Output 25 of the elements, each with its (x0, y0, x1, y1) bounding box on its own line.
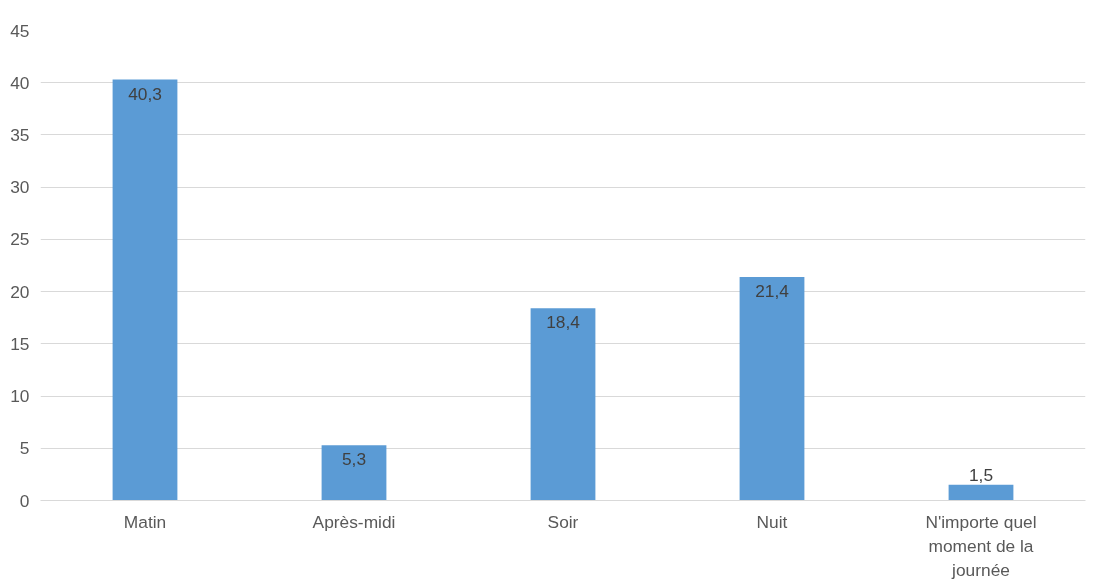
y-tick-label: 5 (19, 438, 30, 459)
y-tick-label: 15 (10, 333, 30, 354)
bar (112, 79, 178, 501)
bar (948, 484, 1014, 501)
data-label: 40,3 (128, 83, 162, 104)
x-tick-label: Soir (547, 511, 579, 532)
data-label: 1,5 (968, 464, 994, 485)
y-tick-label: 20 (10, 281, 30, 302)
y-tick-label: 0 (19, 490, 30, 511)
y-tick-label: 35 (10, 124, 30, 145)
y-tick-label: 30 (10, 177, 30, 198)
y-tick-label: 25 (10, 229, 30, 250)
x-tick-label: Matin (123, 511, 167, 532)
x-tick-label: N'importe quel moment de la journée (925, 511, 1037, 580)
data-label: 5,3 (341, 449, 367, 470)
bar (530, 308, 596, 501)
y-tick-label: 40 (10, 72, 30, 93)
y-tick-label: 45 (10, 20, 30, 41)
x-tick-label: Après-midi (312, 511, 396, 532)
bar (321, 445, 387, 501)
y-tick-label: 10 (10, 386, 30, 407)
bar (739, 276, 805, 501)
data-label: 18,4 (546, 312, 581, 333)
x-tick-label: Nuit (756, 511, 788, 532)
data-label: 21,4 (755, 280, 790, 301)
